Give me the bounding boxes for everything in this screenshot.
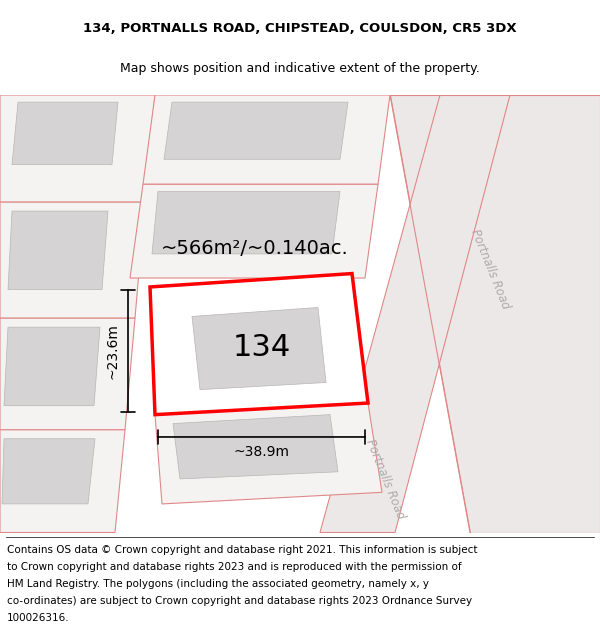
Text: 134, PORTNALLS ROAD, CHIPSTEAD, COULSDON, CR5 3DX: 134, PORTNALLS ROAD, CHIPSTEAD, COULSDON… bbox=[83, 22, 517, 35]
Text: Portnalls Road: Portnalls Road bbox=[468, 228, 512, 311]
Text: HM Land Registry. The polygons (including the associated geometry, namely x, y: HM Land Registry. The polygons (includin… bbox=[7, 579, 429, 589]
Polygon shape bbox=[173, 414, 338, 479]
Polygon shape bbox=[143, 95, 390, 184]
Polygon shape bbox=[4, 327, 100, 406]
Polygon shape bbox=[8, 211, 108, 289]
Polygon shape bbox=[192, 308, 326, 389]
Text: 134: 134 bbox=[233, 333, 291, 362]
Polygon shape bbox=[0, 318, 135, 430]
Polygon shape bbox=[155, 403, 382, 504]
Polygon shape bbox=[0, 95, 155, 202]
Text: Contains OS data © Crown copyright and database right 2021. This information is : Contains OS data © Crown copyright and d… bbox=[7, 544, 478, 554]
Text: 100026316.: 100026316. bbox=[7, 613, 70, 623]
Polygon shape bbox=[130, 184, 378, 278]
Polygon shape bbox=[152, 191, 340, 254]
Text: ~38.9m: ~38.9m bbox=[233, 445, 290, 459]
Polygon shape bbox=[164, 102, 348, 159]
Polygon shape bbox=[2, 439, 95, 504]
Polygon shape bbox=[150, 274, 368, 414]
Polygon shape bbox=[320, 95, 510, 532]
Polygon shape bbox=[0, 430, 125, 532]
Polygon shape bbox=[390, 95, 600, 532]
Polygon shape bbox=[0, 202, 145, 318]
Text: ~23.6m: ~23.6m bbox=[105, 323, 119, 379]
Text: to Crown copyright and database rights 2023 and is reproduced with the permissio: to Crown copyright and database rights 2… bbox=[7, 562, 462, 572]
Text: Portnalls Road: Portnalls Road bbox=[363, 437, 407, 521]
Text: Map shows position and indicative extent of the property.: Map shows position and indicative extent… bbox=[120, 62, 480, 75]
Polygon shape bbox=[12, 102, 118, 164]
Text: ~566m²/~0.140ac.: ~566m²/~0.140ac. bbox=[161, 239, 349, 258]
Text: co-ordinates) are subject to Crown copyright and database rights 2023 Ordnance S: co-ordinates) are subject to Crown copyr… bbox=[7, 596, 472, 606]
